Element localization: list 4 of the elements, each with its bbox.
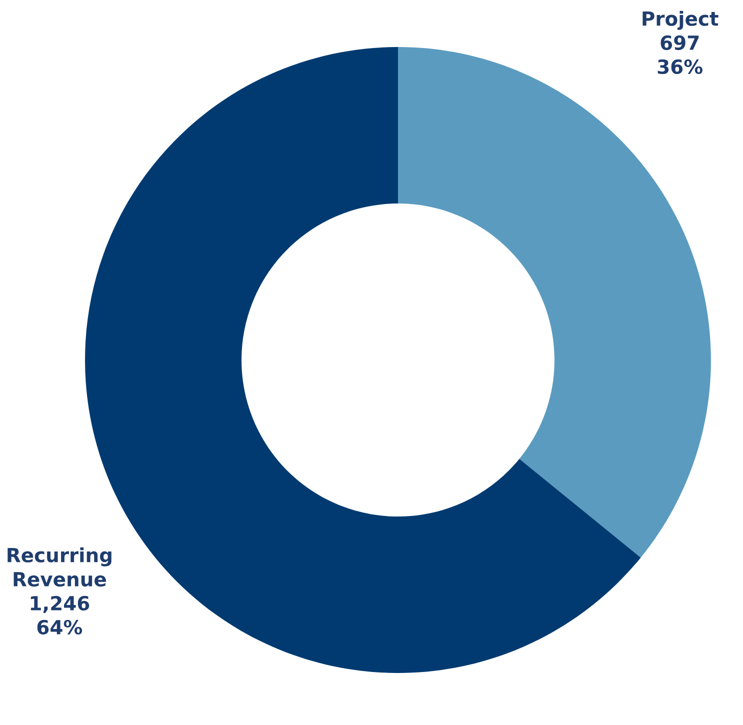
slice-label: Project [642, 10, 718, 30]
data-label: 1,246 64% [30, 596, 90, 635]
slice-label: Recurring Revenue [8, 547, 112, 587]
data-label: 697 36% [658, 35, 702, 74]
